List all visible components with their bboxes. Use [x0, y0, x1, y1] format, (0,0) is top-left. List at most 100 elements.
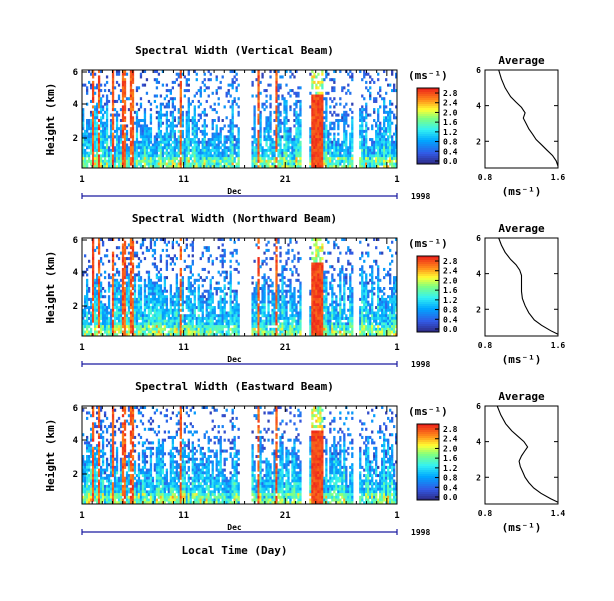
heatmap-cell — [153, 330, 157, 334]
colorbar-tick-label: 2.4 — [443, 99, 458, 108]
heatmap-cell — [261, 276, 264, 280]
heatmap-cell — [343, 119, 346, 123]
heatmap-cell — [177, 325, 180, 329]
heatmap-cell — [231, 121, 234, 125]
heatmap-cell — [121, 273, 125, 277]
heatmap-cell — [171, 325, 175, 329]
heatmap-cell — [139, 148, 143, 152]
heatmap-cell — [295, 138, 298, 142]
heatmap-cell — [201, 165, 204, 169]
heatmap-cell — [235, 267, 238, 271]
heatmap-cell — [267, 248, 270, 252]
heatmap-cell — [195, 151, 198, 155]
heatmap-cell — [199, 330, 202, 334]
heatmap-cell — [269, 102, 272, 106]
heatmap-cell — [313, 97, 316, 101]
heatmap-cell — [97, 311, 101, 315]
heatmap-cell — [263, 89, 266, 93]
heatmap-cell — [177, 138, 180, 142]
heatmap-cell — [143, 121, 147, 125]
heatmap-cell — [189, 325, 192, 329]
heatmap-cell — [187, 78, 190, 82]
heatmap-cell — [275, 333, 278, 337]
heatmap-cell — [151, 314, 155, 318]
heatmap-cell — [169, 89, 173, 93]
heatmap-cell — [83, 300, 87, 304]
heatmap-cell — [159, 146, 163, 150]
heatmap-cell — [153, 333, 157, 337]
heatmap-cell — [295, 113, 298, 117]
heatmap-cell — [271, 146, 274, 150]
heatmap-cell — [235, 300, 238, 304]
heatmap-cell — [163, 322, 167, 326]
heatmap-cell — [103, 127, 107, 131]
heatmap-cell — [91, 138, 95, 142]
heatmap-cell — [255, 303, 258, 307]
heatmap-cell — [315, 116, 318, 120]
heatmap-cell — [149, 151, 153, 155]
heatmap-cell — [321, 70, 324, 74]
heatmap-cell — [147, 138, 151, 142]
heatmap-cell — [269, 113, 272, 117]
heatmap-cell — [363, 108, 366, 112]
heatmap-cell — [135, 146, 139, 150]
heatmap-cell — [195, 91, 198, 95]
heatmap-cell — [187, 121, 190, 125]
heatmap-cell — [143, 297, 147, 301]
heatmap-cell — [315, 132, 318, 136]
heatmap-cell — [95, 284, 99, 288]
heatmap-cell — [315, 140, 318, 144]
heatmap-cell — [359, 127, 362, 131]
heatmap-cell — [99, 330, 103, 334]
heatmap-cell — [199, 319, 202, 323]
heatmap-cell — [183, 140, 186, 144]
heatmap-cell — [317, 72, 320, 76]
heatmap-cell — [137, 151, 141, 155]
heatmap-cell — [99, 83, 103, 87]
heatmap-cell — [217, 303, 220, 307]
heatmap-cell — [377, 113, 380, 117]
heatmap-cell — [173, 80, 176, 84]
heatmap-cell — [265, 99, 268, 103]
heatmap-cell — [267, 138, 270, 142]
heatmap-cell — [273, 110, 276, 114]
heatmap-cell — [187, 162, 190, 166]
heatmap-cell — [257, 316, 260, 320]
heatmap-cell — [351, 159, 354, 163]
heatmap-cell — [385, 138, 388, 142]
heatmap-cell — [223, 316, 226, 320]
heatmap-cell — [321, 108, 324, 112]
heatmap-cell — [187, 308, 190, 312]
heatmap-cell — [199, 333, 202, 337]
heatmap-cell — [377, 146, 380, 150]
heatmap-cell — [85, 325, 89, 329]
heatmap-cell — [101, 308, 105, 312]
heatmap-cell — [347, 89, 350, 93]
heatmap-cell — [99, 140, 103, 144]
heatmap-cell — [253, 127, 256, 131]
heatmap-cell — [211, 306, 214, 310]
heatmap-cell — [159, 330, 163, 334]
heatmap-cell — [199, 325, 202, 329]
heatmap-cell — [223, 295, 226, 299]
heatmap-cell — [391, 151, 394, 155]
heatmap-cell — [143, 83, 147, 87]
heatmap-cell — [283, 116, 286, 120]
heatmap-cell — [231, 154, 234, 158]
heatmap-cell — [179, 319, 182, 323]
heatmap-cell — [171, 97, 175, 101]
heatmap-cell — [215, 129, 218, 133]
heatmap-cell — [105, 146, 109, 150]
heatmap-cell — [207, 297, 210, 301]
heatmap-cell — [115, 306, 119, 310]
heatmap-cell — [257, 143, 260, 147]
heatmap-cell — [123, 303, 127, 307]
heatmap-cell — [311, 121, 314, 125]
heatmap-cell — [117, 154, 121, 158]
heatmap-cell — [123, 325, 127, 329]
heatmap-cell — [281, 135, 284, 139]
heatmap-cell — [371, 146, 374, 150]
heatmap-cell — [207, 70, 210, 74]
heatmap-cell — [135, 333, 139, 337]
heatmap-cell — [153, 306, 157, 310]
